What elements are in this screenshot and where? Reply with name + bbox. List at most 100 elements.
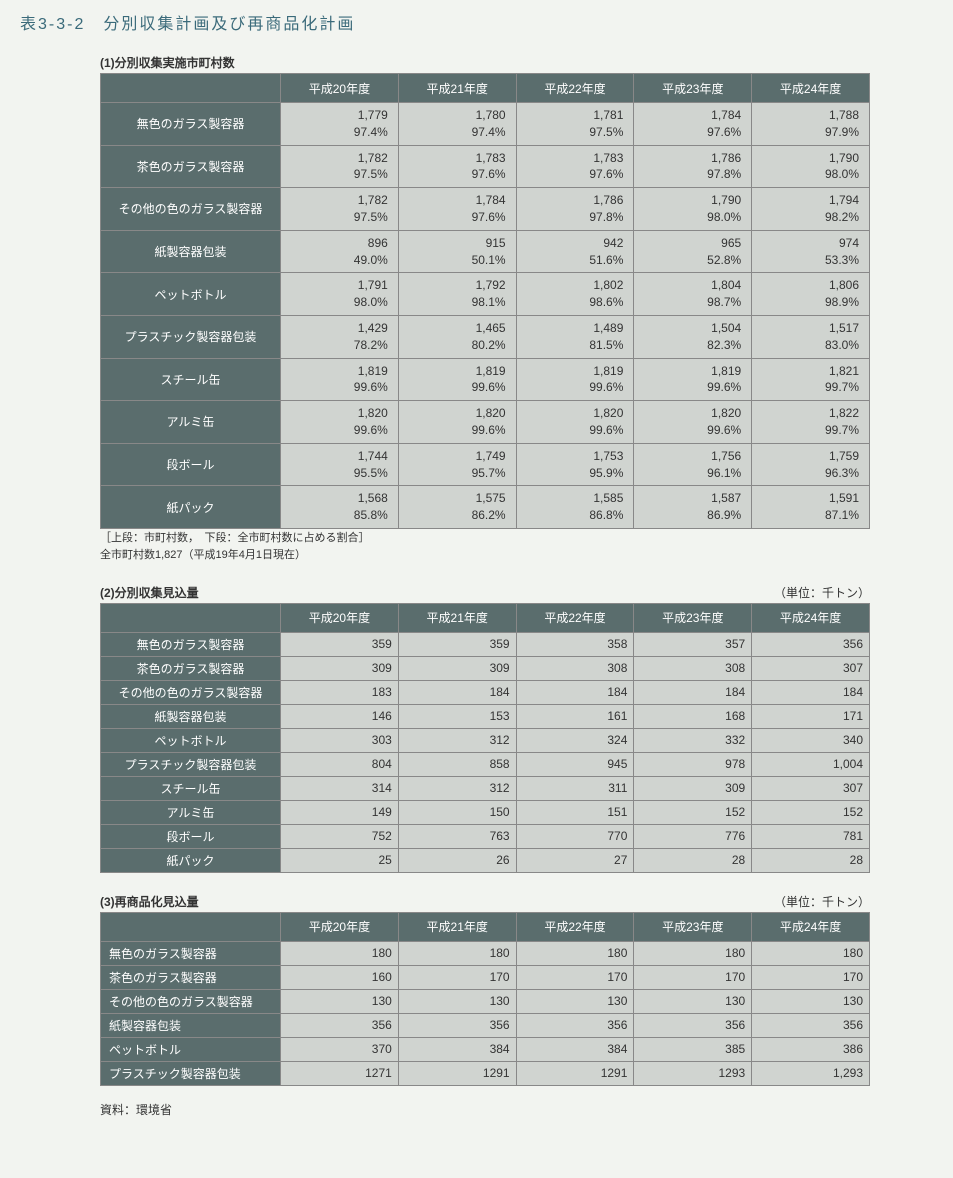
table-cell: 1,50482.3% <box>634 315 752 358</box>
table-row-label: プラスチック製容器包装 <box>101 1061 281 1085</box>
table-cell: 171 <box>752 704 870 728</box>
table-row-label: 茶色のガラス製容器 <box>101 656 281 680</box>
table-2: 平成20年度平成21年度平成22年度平成23年度平成24年度 無色のガラス製容器… <box>100 603 870 873</box>
table-1-note-1: ［上段：市町村数， 下段：全市町村数に占める割合］ <box>100 531 870 546</box>
table-cell: 28 <box>752 848 870 872</box>
section-2-title: (2)分別収集見込量 <box>100 584 199 601</box>
col-header-blank <box>101 74 281 103</box>
table-row-label: 紙製容器包装 <box>101 704 281 728</box>
table-cell: 324 <box>516 728 634 752</box>
table-cell: 130 <box>752 989 870 1013</box>
col-header-year: 平成24年度 <box>752 912 870 941</box>
table-cell: 161 <box>516 704 634 728</box>
table-cell: 149 <box>281 800 399 824</box>
table-cell: 130 <box>281 989 399 1013</box>
col-header-year: 平成23年度 <box>634 912 752 941</box>
table-cell: 1,80698.9% <box>752 273 870 316</box>
table-cell: 1,79298.1% <box>398 273 516 316</box>
table-cell: 170 <box>398 965 516 989</box>
table-cell: 180 <box>516 941 634 965</box>
table-cell: 763 <box>398 824 516 848</box>
table-cell: 978 <box>634 752 752 776</box>
table-cell: 356 <box>516 1013 634 1037</box>
table-cell: 183 <box>281 680 399 704</box>
table-cell: 130 <box>516 989 634 1013</box>
table-cell: 180 <box>634 941 752 965</box>
table-cell: 152 <box>634 800 752 824</box>
table-cell: 307 <box>752 656 870 680</box>
table-cell: 170 <box>752 965 870 989</box>
table-cell: 25 <box>281 848 399 872</box>
section-3-title: (3)再商品化見込量 <box>100 893 199 910</box>
table-cell: 1,75696.1% <box>634 443 752 486</box>
table-row-label: その他の色のガラス製容器 <box>101 989 281 1013</box>
table-row-label: ペットボトル <box>101 1037 281 1061</box>
table-cell: 1,78697.8% <box>634 145 752 188</box>
table-cell: 1,78397.6% <box>398 145 516 188</box>
table-cell: 312 <box>398 728 516 752</box>
table-cell: 1,80298.6% <box>516 273 634 316</box>
table-cell: 160 <box>281 965 399 989</box>
col-header-year: 平成21年度 <box>398 74 516 103</box>
table-cell: 1,82299.7% <box>752 401 870 444</box>
table-cell: 358 <box>516 632 634 656</box>
col-header-blank <box>101 912 281 941</box>
table-row-label: 紙製容器包装 <box>101 230 281 273</box>
table-cell: 357 <box>634 632 752 656</box>
table-cell: 308 <box>516 656 634 680</box>
col-header-year: 平成20年度 <box>281 74 399 103</box>
source-label: 資料：環境省 <box>100 1101 870 1118</box>
table-cell: 752 <box>281 824 399 848</box>
table-cell: 309 <box>634 776 752 800</box>
table-cell: 858 <box>398 752 516 776</box>
table-row-label: ペットボトル <box>101 273 281 316</box>
table-cell: 356 <box>752 1013 870 1037</box>
table-cell: 1,81999.6% <box>398 358 516 401</box>
table-cell: 1,56885.8% <box>281 486 399 529</box>
table-cell: 184 <box>398 680 516 704</box>
table-1-note-2: 全市町村数1,827（平成19年4月1日現在） <box>100 548 870 563</box>
table-cell: 146 <box>281 704 399 728</box>
table-cell: 1291 <box>516 1061 634 1085</box>
table-cell: 1,78497.6% <box>398 188 516 231</box>
table-cell: 180 <box>398 941 516 965</box>
col-header-year: 平成23年度 <box>634 74 752 103</box>
table-cell: 180 <box>752 941 870 965</box>
table-cell: 1,79198.0% <box>281 273 399 316</box>
table-row-label: プラスチック製容器包装 <box>101 752 281 776</box>
table-row-label: 段ボール <box>101 443 281 486</box>
table-cell: 1,78197.5% <box>516 103 634 146</box>
section-3-unit: （単位：千トン） <box>774 893 870 910</box>
table-cell: 28 <box>634 848 752 872</box>
table-cell: 1,78097.4% <box>398 103 516 146</box>
table-cell: 1271 <box>281 1061 399 1085</box>
table-cell: 1,82099.6% <box>516 401 634 444</box>
table-cell: 303 <box>281 728 399 752</box>
table-cell: 1,004 <box>752 752 870 776</box>
section-1: (1)分別収集実施市町村数 平成20年度平成21年度平成22年度平成23年度平成… <box>100 54 870 564</box>
table-cell: 1,78397.6% <box>516 145 634 188</box>
table-cell: 26 <box>398 848 516 872</box>
table-row-label: スチール缶 <box>101 358 281 401</box>
table-cell: 180 <box>281 941 399 965</box>
table-cell: 311 <box>516 776 634 800</box>
table-cell: 945 <box>516 752 634 776</box>
table-row-label: その他の色のガラス製容器 <box>101 680 281 704</box>
table-cell: 1,59187.1% <box>752 486 870 529</box>
table-cell: 184 <box>634 680 752 704</box>
table-cell: 150 <box>398 800 516 824</box>
table-cell: 168 <box>634 704 752 728</box>
table-1: 平成20年度平成21年度平成22年度平成23年度平成24年度 無色のガラス製容器… <box>100 73 870 529</box>
table-cell: 130 <box>398 989 516 1013</box>
table-cell: 1,58586.8% <box>516 486 634 529</box>
table-row-label: 無色のガラス製容器 <box>101 103 281 146</box>
table-row-label: スチール缶 <box>101 776 281 800</box>
table-cell: 1,51783.0% <box>752 315 870 358</box>
table-cell: 1,82099.6% <box>634 401 752 444</box>
table-cell: 1,79098.0% <box>752 145 870 188</box>
table-row-label: アルミ缶 <box>101 401 281 444</box>
col-header-year: 平成21年度 <box>398 603 516 632</box>
table-cell: 385 <box>634 1037 752 1061</box>
table-cell: 776 <box>634 824 752 848</box>
table-cell: 94251.6% <box>516 230 634 273</box>
